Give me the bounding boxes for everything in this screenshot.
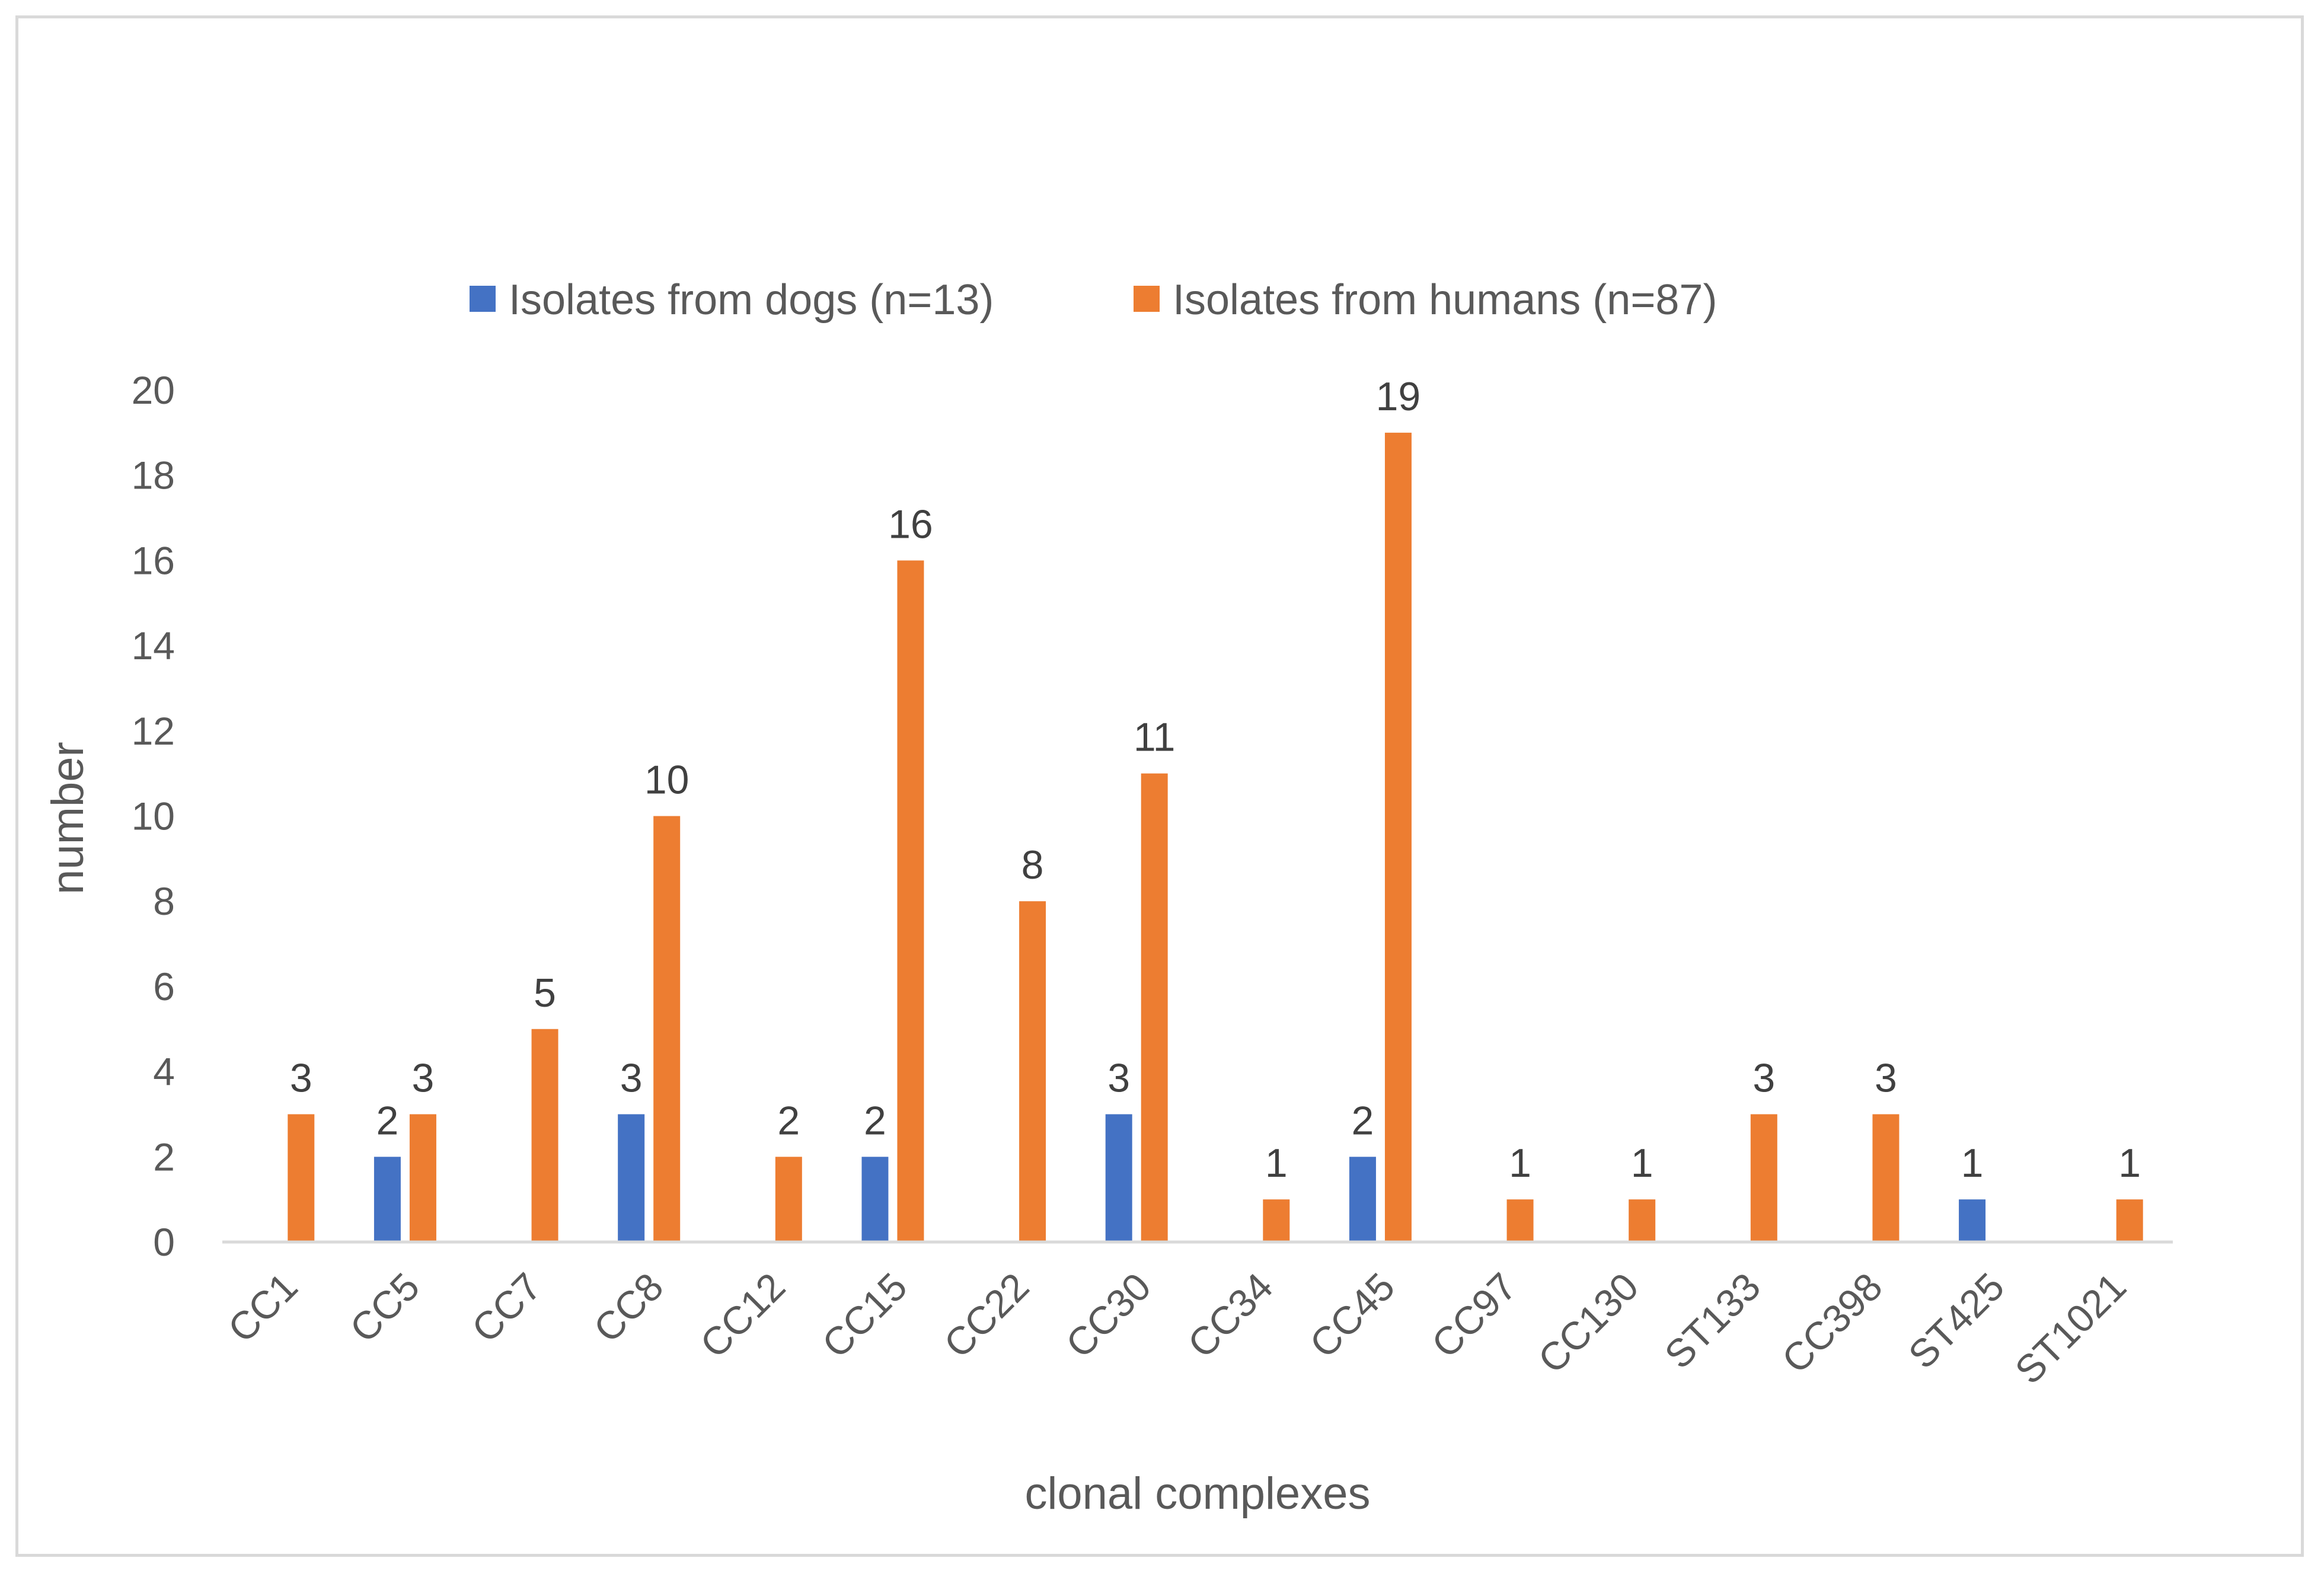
bar-humans-cc1 [288,1114,315,1242]
legend-label-humans: Isolates from humans (n=87) [1173,276,1717,324]
bar-dogs-cc45 [1349,1157,1376,1242]
data-label-dogs-cc15: 2 [864,1098,886,1143]
bar-humans-cc12 [775,1157,802,1242]
bar-humans-cc15 [897,560,924,1242]
x-tick-label-st1021: ST1021 [2006,1265,2134,1393]
bar-humans-cc97 [1506,1199,1534,1242]
data-label-humans-cc45: 19 [1376,374,1421,419]
bar-humans-cc34 [1263,1199,1290,1242]
data-label-humans-cc97: 1 [1509,1141,1531,1186]
bar-humans-cc5 [409,1114,436,1242]
x-tick-label-cc130: CC130 [1530,1265,1647,1382]
y-axis-title: number [43,742,93,895]
x-tick-label-cc15: CC15 [813,1265,915,1367]
bar-humans-cc130 [1629,1199,1656,1242]
bar-dogs-cc5 [374,1157,401,1242]
data-label-dogs-cc45: 2 [1352,1098,1374,1143]
x-tick-label-cc8: CC8 [585,1265,672,1351]
x-axis-ticks: CC1 CC5 CC7 CC8 CC12 CC15 CC22 CC30 CC34 CC45 CC97… [219,1265,2134,1393]
data-label-humans-cc22: 8 [1021,842,1044,887]
data-label-humans-cc5: 3 [412,1055,435,1100]
x-tick-label-cc97: CC97 [1423,1265,1525,1367]
x-tick-label-cc7: CC7 [463,1265,550,1351]
x-tick-label-st133: ST133 [1656,1265,1768,1377]
data-label-humans-cc130: 1 [1631,1141,1653,1186]
data-label-dogs-cc30: 3 [1107,1055,1130,1100]
x-tick-label-cc398: CC398 [1773,1265,1891,1382]
bar-dogs-st425 [1959,1199,1986,1242]
x-tick-label-st425: ST425 [1900,1265,2013,1377]
x-tick-label-cc12: CC12 [692,1265,794,1367]
y-tick-label: 8 [153,879,175,923]
x-tick-label-cc45: CC45 [1301,1265,1403,1367]
legend-label-dogs: Isolates from dogs (n=13) [509,276,994,324]
data-label-humans-cc34: 1 [1265,1141,1288,1186]
bar-dogs-cc15 [861,1157,889,1242]
data-label-humans-cc398: 3 [1875,1055,1897,1100]
data-label-humans-cc30: 11 [1134,715,1176,760]
data-label-dogs-cc8: 3 [620,1055,643,1100]
y-axis-ticks: 0 2 4 6 8 10 12 14 16 18 20 [132,368,175,1264]
bar-humans-cc30 [1141,773,1168,1242]
y-tick-label: 0 [153,1220,175,1264]
x-tick-label-cc34: CC34 [1179,1265,1281,1367]
bar-dogs-cc30 [1105,1114,1132,1242]
bars [288,432,2143,1242]
y-tick-label: 4 [153,1050,175,1094]
bar-humans-cc8 [653,816,681,1242]
x-tick-label-cc5: CC5 [341,1265,428,1351]
bar-dogs-cc8 [618,1114,645,1242]
bar-humans-cc22 [1019,901,1046,1242]
bar-humans-cc7 [531,1029,558,1242]
x-tick-label-cc30: CC30 [1057,1265,1159,1367]
y-tick-label: 2 [153,1135,175,1179]
data-label-humans-cc1: 3 [290,1055,312,1100]
y-tick-label: 12 [132,709,175,753]
y-tick-label: 6 [153,965,175,1008]
bar-humans-st1021 [2116,1199,2143,1242]
x-tick-label-cc22: CC22 [936,1265,1038,1367]
bar-humans-cc45 [1384,432,1412,1242]
legend-swatch-humans [1134,286,1160,312]
data-label-humans-cc15: 16 [888,502,933,547]
bar-humans-st133 [1750,1114,1777,1242]
legend: Isolates from dogs (n=13) Isolates from … [470,276,1717,324]
legend-swatch-dogs [470,286,496,312]
x-tick-label-cc1: CC1 [219,1265,306,1351]
data-label-humans-cc12: 2 [777,1098,800,1143]
x-axis-title: clonal complexes [1025,1468,1371,1519]
data-label-humans-cc7: 5 [534,970,556,1016]
y-tick-label: 20 [132,368,175,412]
y-tick-label: 18 [132,454,175,497]
y-tick-label: 14 [132,624,175,668]
data-label-humans-st1021: 1 [2118,1141,2141,1186]
data-label-dogs-st425: 1 [1961,1141,1984,1186]
bar-humans-cc398 [1872,1114,1900,1242]
data-label-humans-st133: 3 [1752,1055,1775,1100]
data-label-dogs-cc5: 2 [376,1098,399,1143]
data-label-humans-cc8: 10 [644,758,689,803]
y-tick-label: 16 [132,538,175,582]
y-tick-label: 10 [132,794,175,838]
